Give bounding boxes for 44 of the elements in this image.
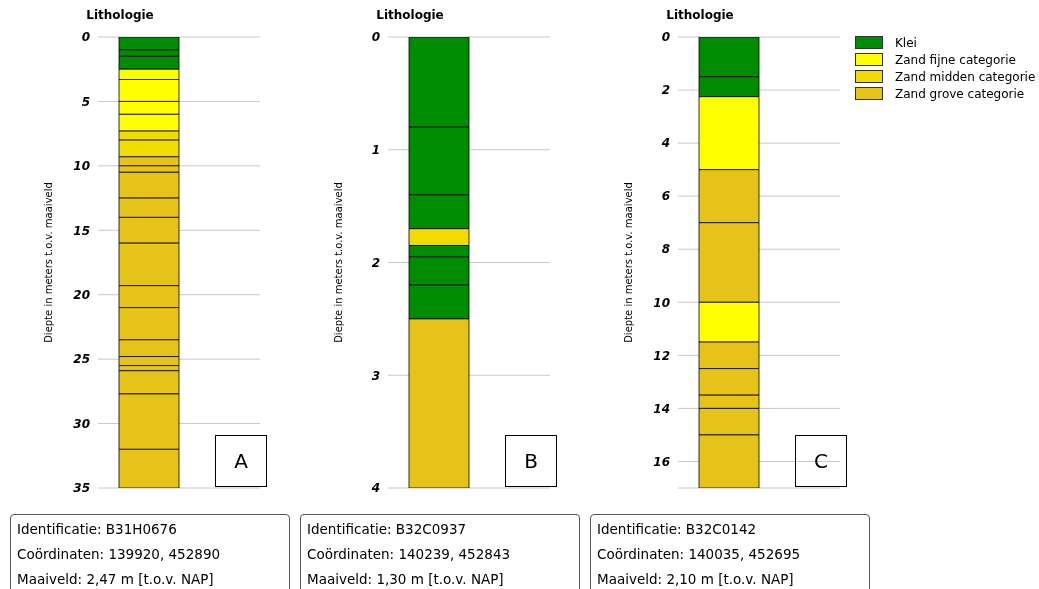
y-tick-label: 4 <box>370 481 380 496</box>
chart-title: Lithologie <box>375 8 445 22</box>
y-tick-label: 14 <box>653 401 670 416</box>
text: Coördinaten: 139920, 452890 <box>17 545 222 564</box>
legend-label: Zand grove categorie <box>895 86 1025 101</box>
legend-label: Zand fijne categorie <box>895 52 1016 67</box>
legend-label: Klei <box>895 35 917 50</box>
y-tick-label: 0 <box>661 30 670 45</box>
y-tick-label: 5 <box>81 94 90 109</box>
text: Maaiveld: 1,30 m [t.o.v. NAP] <box>307 570 505 589</box>
y-tick-label: 10 <box>653 295 670 310</box>
y-tick-label: 25 <box>73 352 90 367</box>
y-tick-label: 35 <box>73 481 90 496</box>
y-tick-label: 4 <box>660 136 670 151</box>
chart-title: Lithologie <box>665 8 735 22</box>
y-axis-title: Diepte in meters t.o.v. maaiveld <box>332 182 344 343</box>
y-tick-label: 0 <box>81 30 90 45</box>
text: Coördinaten: 140239, 452843 <box>307 545 512 564</box>
y-tick-label: 1 <box>371 143 380 158</box>
annotation: A <box>215 435 267 487</box>
y-tick-label: 0 <box>371 30 380 45</box>
y-tick-label: 20 <box>73 287 90 302</box>
annotation: C <box>795 435 847 487</box>
legend-label: Zand midden categorie <box>895 69 1036 84</box>
y-tick-label: 6 <box>661 189 670 204</box>
y-tick-label: 15 <box>73 223 90 238</box>
y-tick-label: 16 <box>653 454 670 469</box>
annotation: B <box>505 435 557 487</box>
text: Identificatie: B31H0676 <box>17 520 178 539</box>
text: Identificatie: B32C0142 <box>597 520 758 539</box>
y-tick-label: 30 <box>73 416 90 431</box>
y-axis-title: Diepte in meters t.o.v. maaiveld <box>622 182 634 343</box>
y-tick-label: 12 <box>653 348 670 363</box>
chart-title: Lithologie <box>85 8 155 22</box>
y-tick-label: 10 <box>73 159 90 174</box>
y-tick-label: 2 <box>371 255 380 270</box>
text: Maaiveld: 2,10 m [t.o.v. NAP] <box>597 570 795 589</box>
y-axis-title: Diepte in meters t.o.v. maaiveld <box>42 182 54 343</box>
y-tick-label: 2 <box>661 83 670 98</box>
y-tick-label: 8 <box>661 242 670 257</box>
text: Identificatie: B32C0937 <box>307 520 468 539</box>
text: Coördinaten: 140035, 452695 <box>597 545 802 564</box>
text: Maaiveld: 2,47 m [t.o.v. NAP] <box>17 570 215 589</box>
y-tick-label: 3 <box>371 368 380 383</box>
